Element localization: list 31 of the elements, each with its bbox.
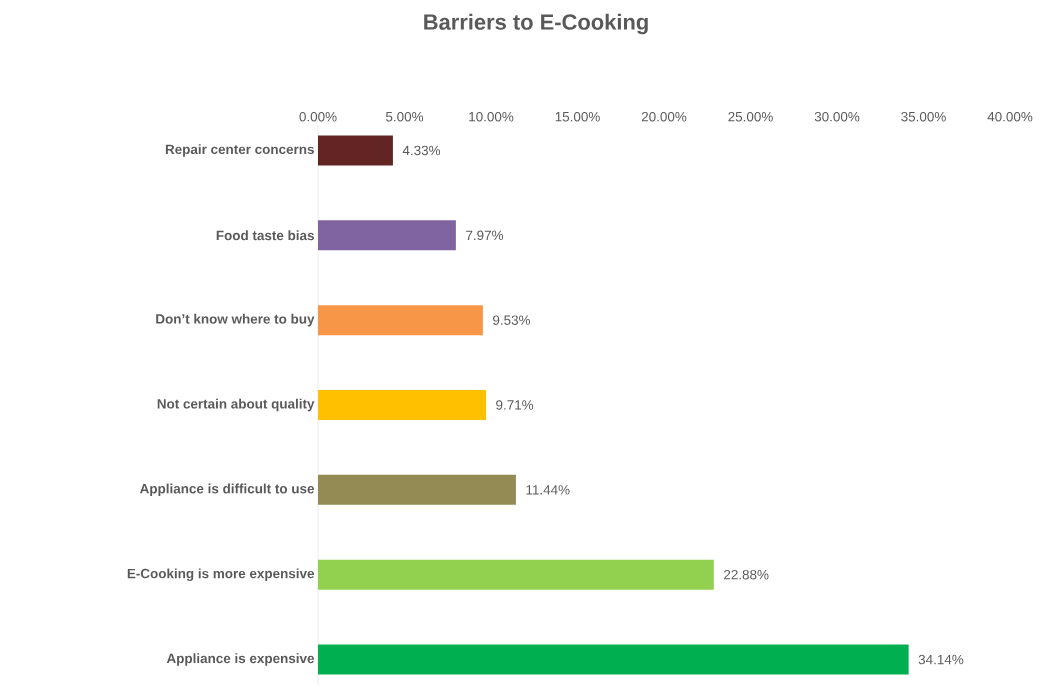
x-tick-label: 10.00% <box>469 111 514 122</box>
chart-title: Barriers to E-Cooking <box>424 13 648 35</box>
bar <box>318 389 486 420</box>
y-tick-label: Not certain about quality <box>157 398 315 412</box>
x-tick-label: 25.00% <box>728 111 773 122</box>
data-label: 34.14% <box>918 654 964 665</box>
x-tick-label: 5.00% <box>385 111 424 122</box>
x-tick-label: 20.00% <box>641 111 687 122</box>
bar <box>318 135 393 166</box>
data-label: 11.44% <box>526 485 570 495</box>
bar <box>318 644 909 675</box>
x-tick-label: 35.00% <box>901 111 946 122</box>
y-tick-label: E-Cooking is more expensive <box>127 568 315 581</box>
x-tick-label: 0.00% <box>299 111 337 122</box>
bar <box>318 559 714 590</box>
x-tick-label: 30.00% <box>814 111 860 122</box>
y-tick-label: Appliance is difficult to use <box>139 483 315 497</box>
y-tick-label: Food taste bias <box>216 230 314 241</box>
y-tick-label: Don’t know where to buy <box>156 313 315 327</box>
x-tick-label: 15.00% <box>555 111 600 122</box>
data-label: 9.53% <box>493 315 531 325</box>
bar <box>318 220 456 251</box>
bar <box>318 474 516 505</box>
y-tick-label: Repair center concerns <box>165 144 314 157</box>
data-label: 22.88% <box>724 569 769 580</box>
data-label: 7.97% <box>466 230 504 241</box>
y-tick-label: Appliance is expensive <box>166 653 315 666</box>
data-label: 4.33% <box>402 145 441 156</box>
data-label: 9.71% <box>496 400 534 410</box>
x-tick-label: 40.00% <box>987 111 1033 122</box>
bar <box>318 305 483 336</box>
